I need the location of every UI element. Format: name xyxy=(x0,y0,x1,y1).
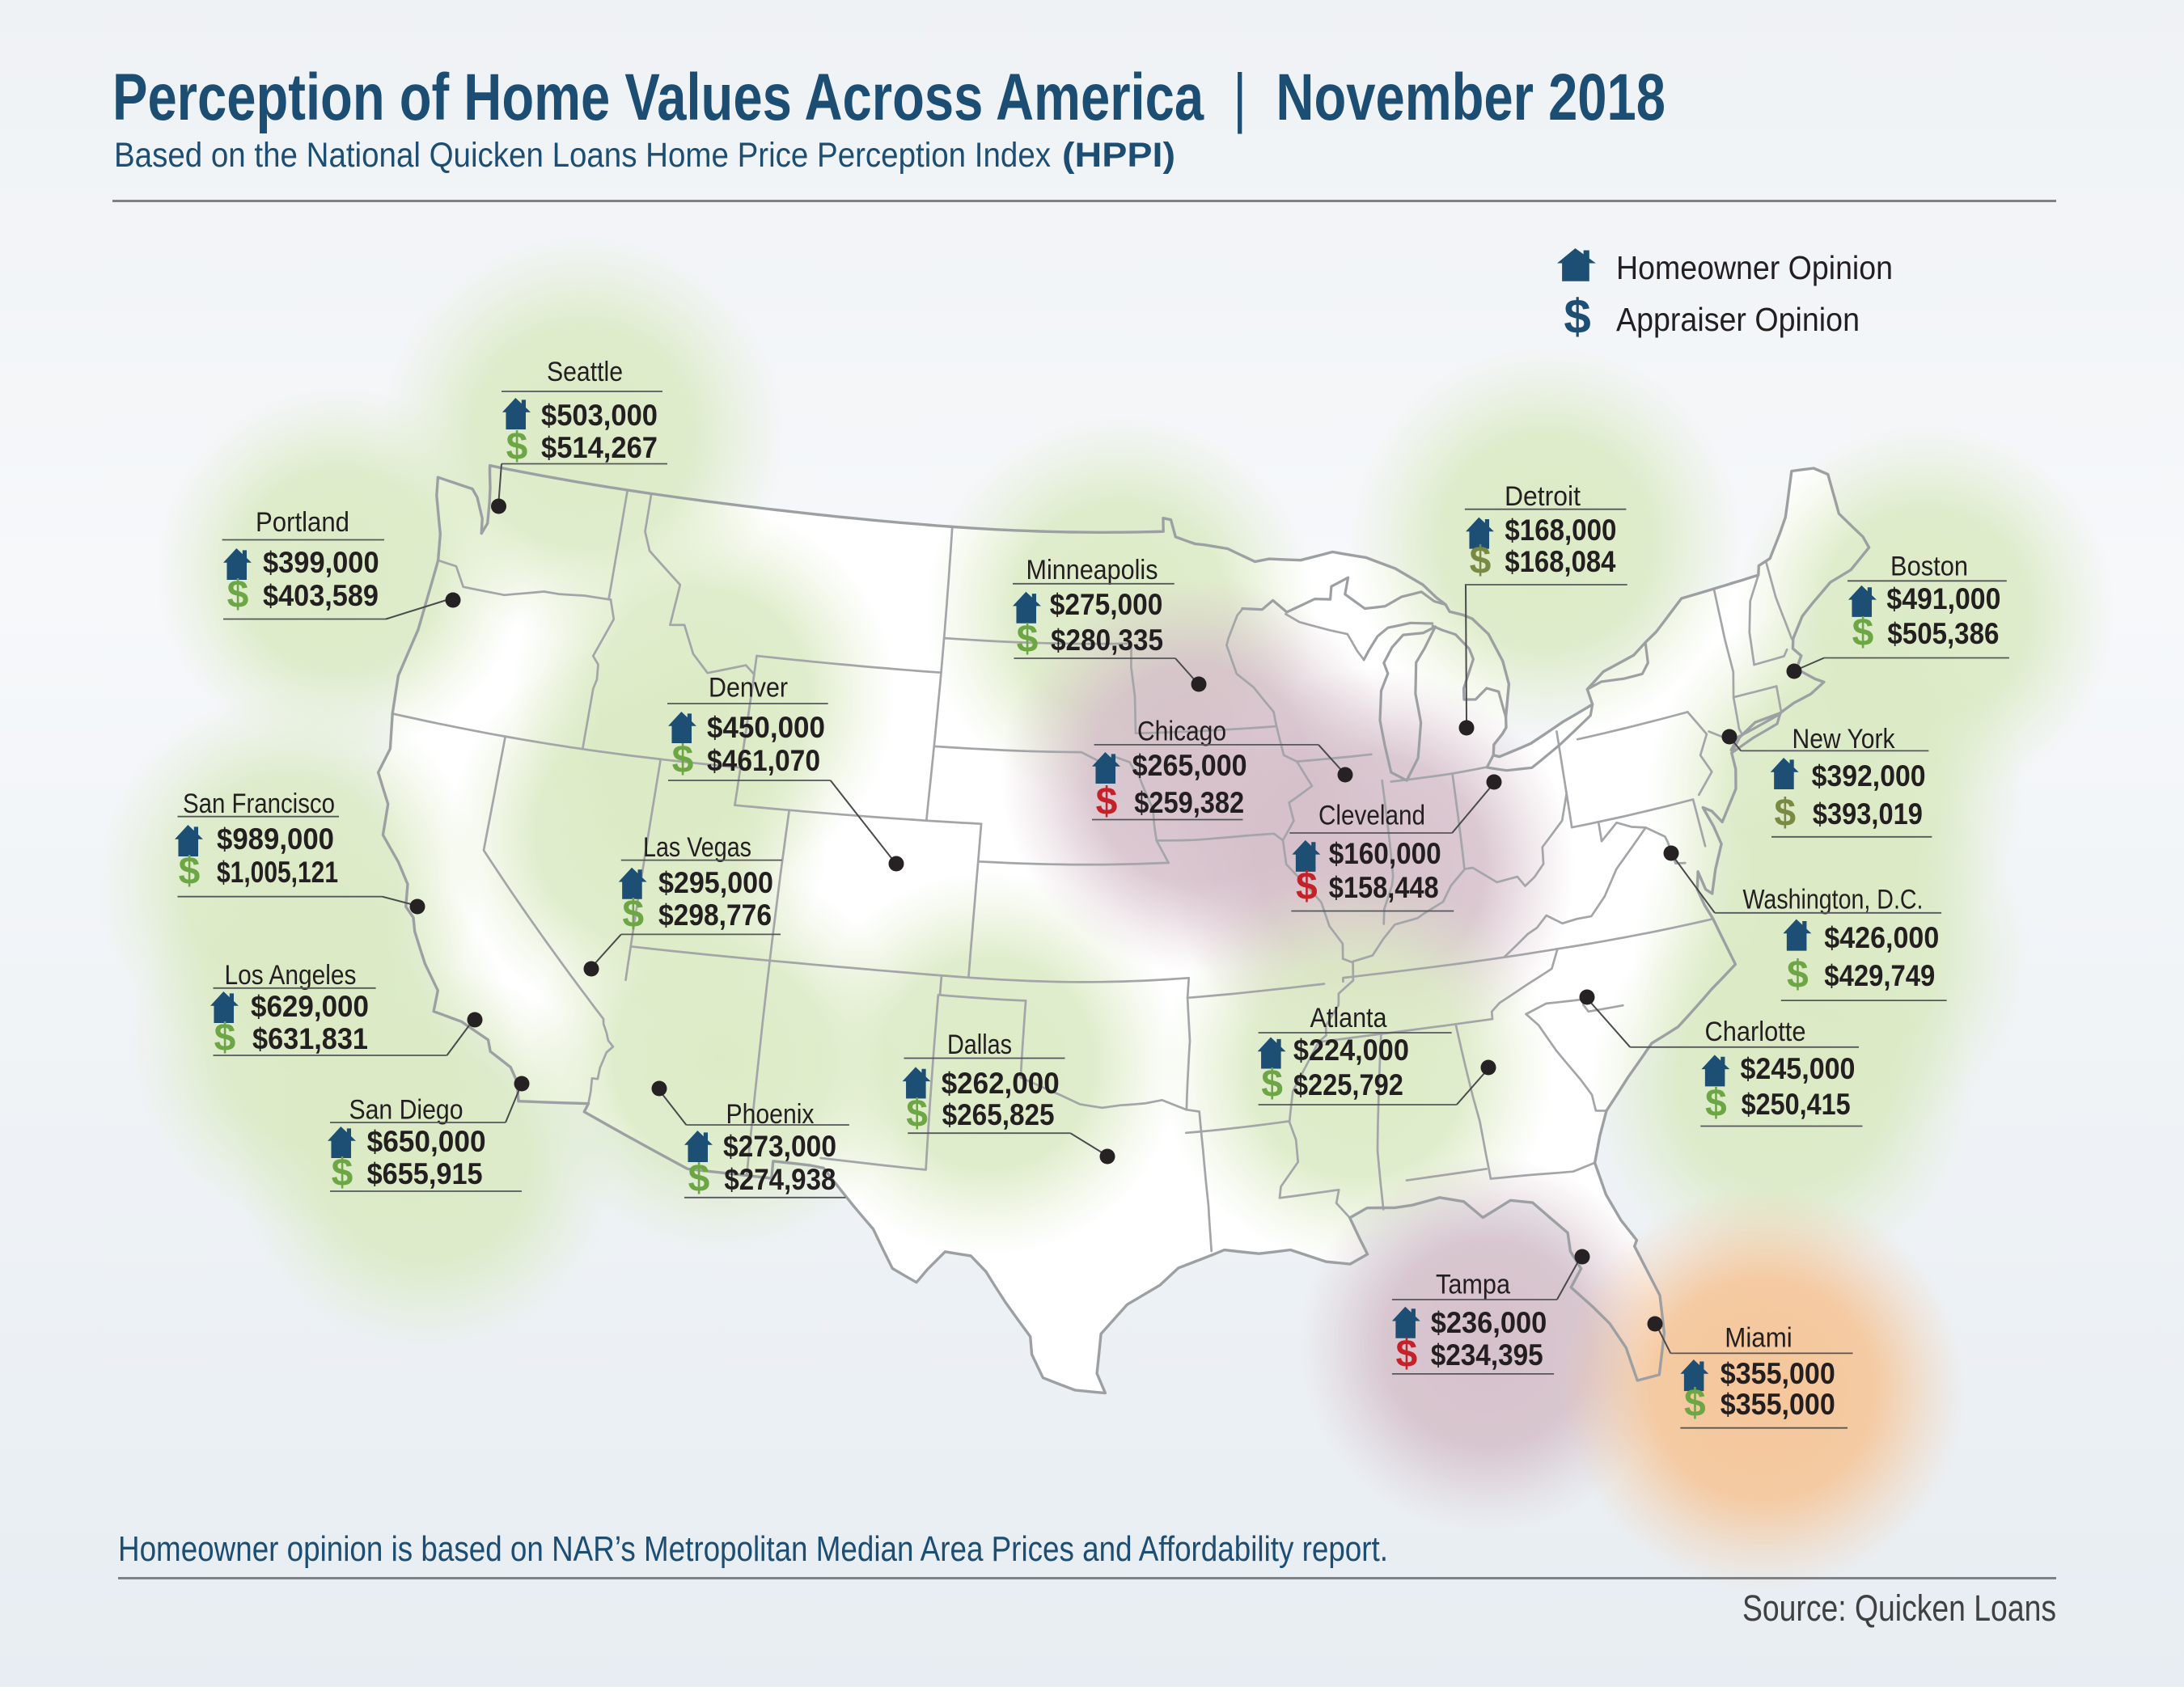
svg-text:$273,000: $273,000 xyxy=(723,1130,836,1163)
svg-text:Chicago: Chicago xyxy=(1137,717,1226,747)
svg-text:Washington, D.C.: Washington, D.C. xyxy=(1743,885,1924,915)
svg-text:$158,448: $158,448 xyxy=(1329,871,1439,904)
svg-text:$514,267: $514,267 xyxy=(541,431,658,464)
svg-text:$160,000: $160,000 xyxy=(1329,837,1441,870)
svg-text:$629,000: $629,000 xyxy=(251,990,369,1023)
svg-text:Denver: Denver xyxy=(709,673,788,704)
svg-text:$655,915: $655,915 xyxy=(367,1157,483,1190)
svg-text:Miami: Miami xyxy=(1725,1323,1792,1354)
svg-text:$450,000: $450,000 xyxy=(707,711,825,744)
svg-text:$426,000: $426,000 xyxy=(1824,921,1939,954)
svg-text:$225,792: $225,792 xyxy=(1293,1068,1403,1101)
svg-text:Dallas: Dallas xyxy=(947,1029,1012,1060)
svg-text:$: $ xyxy=(227,573,249,616)
svg-text:Detroit: Detroit xyxy=(1505,481,1581,512)
svg-text:$392,000: $392,000 xyxy=(1812,759,1926,793)
svg-text:$224,000: $224,000 xyxy=(1293,1034,1409,1067)
svg-text:$355,000: $355,000 xyxy=(1721,1357,1835,1390)
svg-text:Tampa: Tampa xyxy=(1436,1270,1510,1300)
svg-text:Cleveland: Cleveland xyxy=(1318,800,1425,831)
svg-text:$234,395: $234,395 xyxy=(1431,1338,1543,1372)
svg-text:$275,000: $275,000 xyxy=(1050,588,1163,621)
svg-text:$: $ xyxy=(1396,1333,1418,1376)
svg-text:$: $ xyxy=(1261,1063,1283,1105)
svg-text:Perception of Home Values Acro: Perception of Home Values Across America… xyxy=(112,61,1666,134)
svg-text:$: $ xyxy=(1774,792,1796,835)
svg-text:$: $ xyxy=(1852,611,1874,654)
svg-text:Minneapolis: Minneapolis xyxy=(1026,555,1158,586)
svg-text:$: $ xyxy=(506,425,528,468)
svg-text:$503,000: $503,000 xyxy=(541,399,658,432)
svg-text:$1,005,121: $1,005,121 xyxy=(217,856,338,889)
svg-text:$491,000: $491,000 xyxy=(1886,582,2000,615)
svg-text:$399,000: $399,000 xyxy=(263,546,379,579)
svg-text:$236,000: $236,000 xyxy=(1431,1306,1547,1339)
svg-text:$: $ xyxy=(1684,1382,1706,1425)
svg-text:$: $ xyxy=(1296,865,1318,908)
svg-text:$295,000: $295,000 xyxy=(658,866,773,899)
svg-text:Charlotte: Charlotte xyxy=(1705,1017,1806,1047)
svg-text:$168,084: $168,084 xyxy=(1505,545,1615,578)
svg-text:$250,415: $250,415 xyxy=(1742,1088,1851,1121)
svg-text:$: $ xyxy=(1564,290,1590,344)
svg-text:$: $ xyxy=(1017,618,1039,661)
svg-text:$262,000: $262,000 xyxy=(942,1067,1060,1100)
svg-text:$: $ xyxy=(622,893,644,936)
svg-text:$: $ xyxy=(214,1017,236,1059)
svg-text:New York: New York xyxy=(1792,724,1896,755)
svg-text:$989,000: $989,000 xyxy=(217,822,334,856)
svg-text:$650,000: $650,000 xyxy=(367,1125,486,1158)
svg-text:Boston: Boston xyxy=(1890,552,1968,582)
svg-text:Seattle: Seattle xyxy=(547,357,623,387)
svg-text:Portland: Portland xyxy=(256,507,349,538)
svg-text:$355,000: $355,000 xyxy=(1721,1388,1835,1421)
svg-text:$: $ xyxy=(906,1093,928,1135)
svg-text:$: $ xyxy=(1705,1082,1727,1125)
svg-text:Homeowner opinion is based on: Homeowner opinion is based on NAR’s Metr… xyxy=(118,1529,1388,1569)
svg-text:$: $ xyxy=(179,850,201,893)
svg-text:$: $ xyxy=(1470,539,1492,582)
svg-text:Las Vegas: Las Vegas xyxy=(643,832,751,863)
svg-text:$: $ xyxy=(672,738,694,781)
svg-text:$505,386: $505,386 xyxy=(1887,617,1999,650)
svg-text:Appraiser Opinion: Appraiser Opinion xyxy=(1616,301,1860,338)
svg-text:$403,589: $403,589 xyxy=(263,579,379,612)
svg-text:Source: Quicken Loans: Source: Quicken Loans xyxy=(1742,1587,2056,1629)
svg-text:$259,382: $259,382 xyxy=(1134,786,1244,819)
svg-text:$265,825: $265,825 xyxy=(942,1098,1055,1131)
svg-text:$: $ xyxy=(1096,780,1118,823)
svg-text:$631,831: $631,831 xyxy=(252,1022,368,1055)
svg-text:Los Angeles: Los Angeles xyxy=(225,960,357,991)
svg-text:$265,000: $265,000 xyxy=(1132,749,1247,782)
svg-text:Homeowner Opinion: Homeowner Opinion xyxy=(1616,249,1893,286)
svg-text:$245,000: $245,000 xyxy=(1741,1052,1856,1085)
svg-text:$393,019: $393,019 xyxy=(1813,797,1923,831)
svg-text:$: $ xyxy=(688,1157,710,1200)
svg-text:$280,335: $280,335 xyxy=(1051,624,1163,657)
svg-text:Based on the National Quicken: Based on the National Quicken Loans Home… xyxy=(114,136,1051,175)
svg-text:$429,749: $429,749 xyxy=(1824,959,1935,992)
svg-text:$461,070: $461,070 xyxy=(707,744,820,777)
svg-text:$: $ xyxy=(332,1152,353,1194)
svg-text:Atlanta: Atlanta xyxy=(1310,1003,1387,1034)
svg-text:$274,938: $274,938 xyxy=(724,1163,836,1196)
svg-text:San Francisco: San Francisco xyxy=(183,788,335,819)
svg-text:$168,000: $168,000 xyxy=(1505,514,1616,547)
svg-text:$: $ xyxy=(1787,953,1809,996)
svg-text:(HPPI): (HPPI) xyxy=(1062,136,1175,175)
svg-text:San Diego: San Diego xyxy=(349,1095,463,1126)
svg-text:$298,776: $298,776 xyxy=(658,898,772,932)
